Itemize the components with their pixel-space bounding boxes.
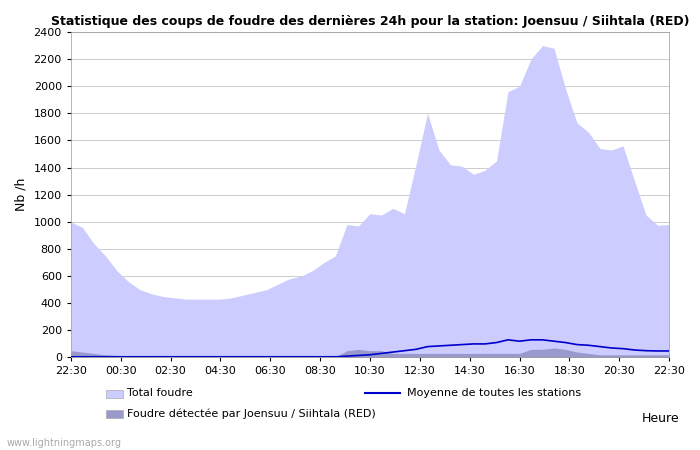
Text: Foudre détectée par Joensuu / Siihtala (RED): Foudre détectée par Joensuu / Siihtala (… xyxy=(127,408,376,419)
Y-axis label: Nb /h: Nb /h xyxy=(15,178,28,212)
Title: Statistique des coups de foudre des dernières 24h pour la station: Joensuu / Sii: Statistique des coups de foudre des dern… xyxy=(50,15,690,28)
Text: Heure: Heure xyxy=(641,412,679,425)
Text: www.lightningmaps.org: www.lightningmaps.org xyxy=(7,438,122,448)
Text: Total foudre: Total foudre xyxy=(127,387,193,397)
Text: Moyenne de toutes les stations: Moyenne de toutes les stations xyxy=(407,387,581,397)
